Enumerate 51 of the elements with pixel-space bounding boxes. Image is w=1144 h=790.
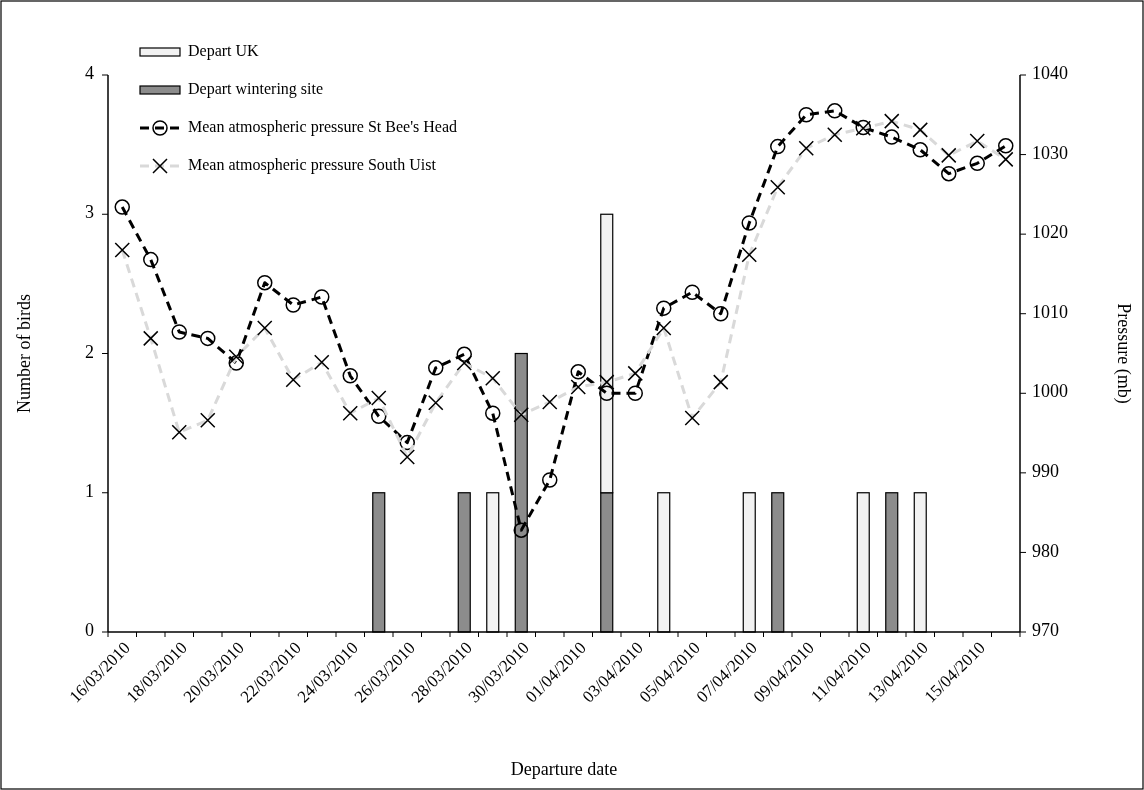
point [399, 434, 415, 451]
point [371, 408, 387, 425]
y-axis-title: Number of birds [14, 294, 34, 413]
y2-tick-label: 980 [1032, 540, 1059, 561]
point [741, 215, 757, 231]
point [570, 364, 586, 380]
point [713, 305, 729, 322]
point [599, 385, 615, 402]
point [941, 165, 957, 182]
point [684, 284, 700, 300]
point [542, 472, 558, 488]
y2-tick-label: 1010 [1032, 301, 1068, 322]
legend-label: Depart wintering site [188, 79, 324, 98]
point [314, 289, 330, 305]
y2-tick-label: 1040 [1032, 63, 1068, 84]
point [912, 142, 928, 158]
y2-tick-label: 970 [1032, 620, 1059, 641]
legend-label: Mean atmospheric pressure South Uist [188, 155, 437, 174]
y-tick-label: 4 [85, 63, 94, 84]
point [998, 138, 1014, 154]
point [428, 360, 444, 376]
point [342, 368, 358, 384]
point [884, 129, 900, 145]
point [656, 300, 672, 316]
point [285, 297, 301, 313]
point [798, 107, 814, 123]
point [770, 138, 786, 155]
y-tick-label: 0 [85, 620, 94, 641]
legend-label: Depart UK [188, 41, 260, 60]
legend-label: Mean atmospheric pressure St Bee's Head [188, 117, 458, 136]
point [627, 385, 643, 402]
point [513, 522, 529, 538]
point [114, 199, 130, 215]
y2-tick-label: 1030 [1032, 142, 1068, 163]
point [456, 346, 472, 363]
point [485, 405, 501, 421]
y-tick-label: 3 [85, 202, 94, 223]
y2-tick-label: 1020 [1032, 222, 1068, 243]
y-tick-label: 2 [85, 341, 94, 362]
point [228, 355, 244, 371]
y2-axis-title: Pressure (mb) [1113, 303, 1134, 404]
point [200, 330, 216, 347]
y2-tick-label: 1000 [1032, 381, 1068, 402]
y2-tick-label: 990 [1032, 460, 1059, 481]
point [827, 103, 843, 119]
point [171, 324, 187, 340]
point [969, 155, 985, 172]
point [143, 251, 159, 268]
x-axis-title: Departure date [510, 759, 618, 779]
y-tick-label: 1 [85, 480, 94, 501]
point [257, 274, 273, 291]
